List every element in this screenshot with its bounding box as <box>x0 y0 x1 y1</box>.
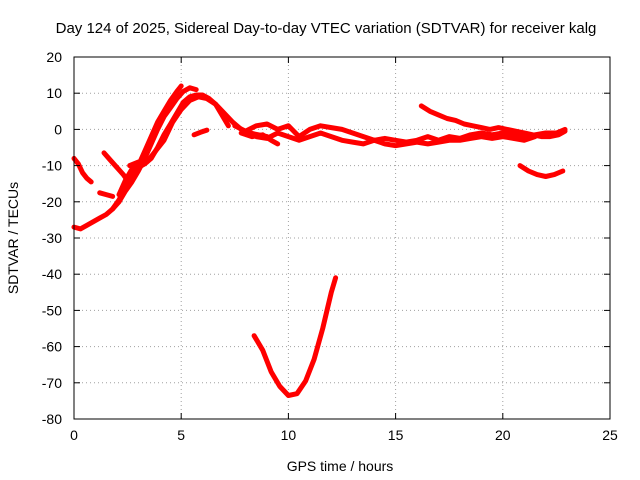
series-line-arc-11 <box>238 130 281 147</box>
x-tick-label: 25 <box>602 427 618 443</box>
y-tick-label: -10 <box>42 158 62 174</box>
series-line-arc-13 <box>517 163 566 179</box>
series-line-arc-9 <box>232 121 568 145</box>
y-tick-label: -40 <box>42 266 62 282</box>
x-tick-label: 5 <box>177 427 185 443</box>
series-line-arc-1 <box>71 83 184 232</box>
y-tick-label: -20 <box>42 194 62 210</box>
axis-ticks: 0 5 10 15 20 25 -80 -70 -60 -50 -40 -30 -20 -10 0 10 20 <box>42 49 618 443</box>
x-tick-label: 20 <box>495 427 511 443</box>
y-axis-label: SDTVAR / TECUs <box>5 182 21 294</box>
series-line-arc-7 <box>97 190 116 199</box>
x-tick-label: 15 <box>388 427 404 443</box>
series-line-arc-2 <box>110 85 199 212</box>
y-tick-label: -50 <box>42 302 62 318</box>
x-tick-label: 10 <box>281 427 297 443</box>
series-line-arc-6 <box>101 150 133 187</box>
grid-lines <box>74 57 610 419</box>
y-tick-label: -80 <box>42 411 62 427</box>
data-series <box>71 83 568 398</box>
x-tick-label: 0 <box>70 427 78 443</box>
series-line-arc-12 <box>418 103 568 140</box>
series-line-arc-5 <box>71 155 94 185</box>
series-line-arc-14 <box>251 275 339 398</box>
y-tick-label: -60 <box>42 339 62 355</box>
y-tick-label: 0 <box>54 121 62 137</box>
y-tick-label: 20 <box>46 49 62 65</box>
y-tick-label: 10 <box>46 85 62 101</box>
series-line-arc-10 <box>253 130 538 149</box>
series-line-arc-8 <box>191 127 210 138</box>
y-tick-label: -70 <box>42 375 62 391</box>
x-axis-label: GPS time / hours <box>287 458 394 474</box>
y-tick-label: -30 <box>42 230 62 246</box>
chart-title: Day 124 of 2025, Sidereal Day-to-day VTE… <box>56 20 597 37</box>
